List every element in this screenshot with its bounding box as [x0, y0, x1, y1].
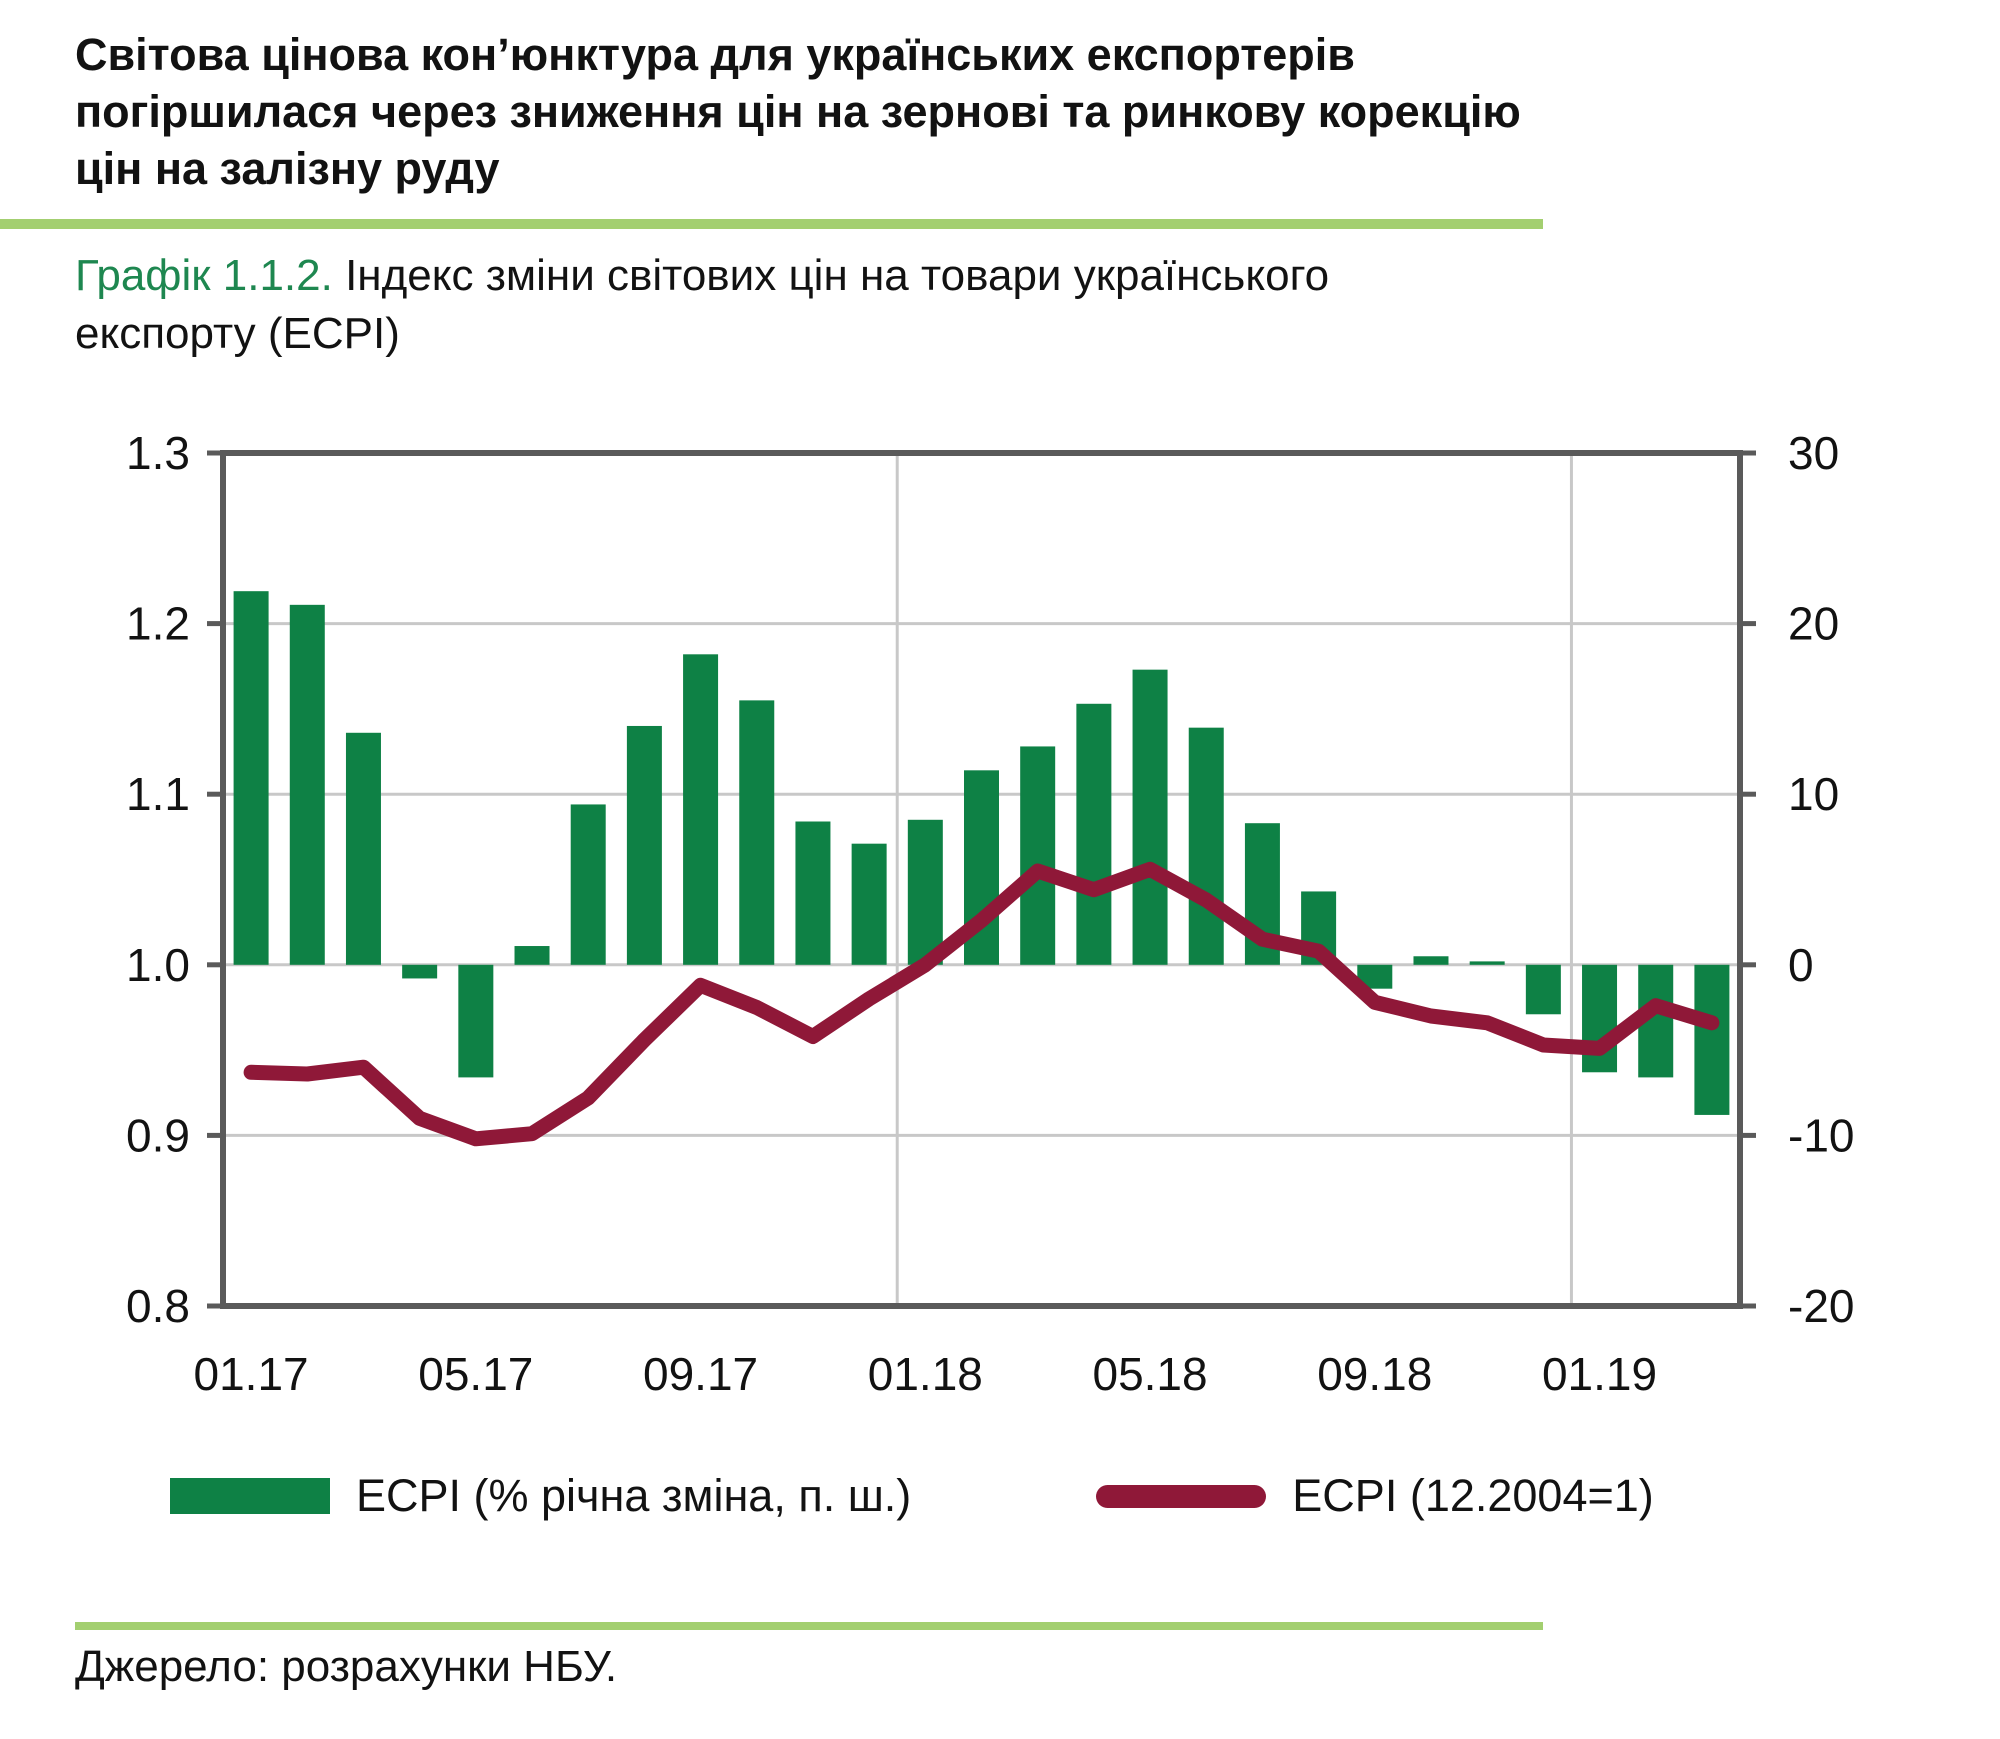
x-label-05.17: 05.17 — [418, 1348, 533, 1400]
legend-label-bars: ECPI (% річна зміна, п. ш.) — [356, 1470, 912, 1521]
plot-border — [220, 450, 1743, 1309]
bar-01.18 — [907, 819, 943, 965]
bar-04.17 — [402, 964, 438, 979]
top-rule — [0, 219, 1543, 229]
bar-03.18 — [1020, 746, 1056, 965]
bar-01.17 — [233, 591, 269, 965]
bar-04.18 — [1076, 703, 1112, 965]
x-label-05.18: 05.18 — [1092, 1348, 1207, 1400]
y-right-label--20: -20 — [1788, 1280, 1854, 1332]
bar-06.18 — [1188, 727, 1224, 965]
bar-08.17 — [626, 725, 662, 965]
headline: Світова цінова кон’юнктура для українськ… — [75, 26, 1575, 197]
bar-06.17 — [514, 946, 550, 965]
legend-label-line: ECPI (12.2004=1) — [1292, 1470, 1654, 1521]
chart-title: Графік 1.1.2. Індекс зміни світових цін … — [75, 247, 1475, 363]
bottom-rule — [75, 1622, 1543, 1630]
y-left-label-0.8: 0.8 — [126, 1280, 190, 1332]
chart-title-prefix: Графік 1.1.2. — [75, 251, 333, 300]
bar-11.18 — [1469, 961, 1505, 965]
legend-item-line: ECPI (12.2004=1) — [1096, 1470, 1654, 1522]
y-left-label-0.9: 0.9 — [126, 1109, 190, 1161]
bar-09.17 — [683, 654, 719, 965]
line-series-swatch — [1096, 1484, 1267, 1508]
x-label-01.18: 01.18 — [868, 1348, 983, 1400]
ecpi-chart: 1.3 1.2 1.1 1.0 0.9 0.8 30 20 10 0 -10 -20 01.17 05.1… — [126, 427, 1854, 1400]
chart-title-rest: Індекс зміни світових цін на товари укра… — [75, 251, 1330, 358]
bar-07.17 — [570, 804, 606, 965]
legend-item-bars: ECPI (% річна зміна, п. ш.) — [170, 1470, 911, 1522]
bar-11.17 — [795, 821, 831, 965]
x-label-01.17: 01.17 — [194, 1348, 309, 1400]
bar-05.18 — [1132, 669, 1168, 965]
bar-series-swatch — [170, 1478, 330, 1514]
bar-03.17 — [345, 732, 381, 965]
y-left-label-1.1: 1.1 — [126, 768, 190, 820]
ecpi-line — [243, 861, 1720, 1147]
y-left-label-1.3: 1.3 — [126, 427, 190, 479]
page-root: { "page": { "headline_lines": [ "Світова… — [0, 26, 2000, 1739]
bar-01.19 — [1582, 964, 1618, 1073]
y-left-label-1.0: 1.0 — [126, 939, 190, 991]
x-label-01.19: 01.19 — [1542, 1348, 1657, 1400]
y-left-label-1.2: 1.2 — [126, 598, 190, 650]
x-label-09.17: 09.17 — [643, 1348, 758, 1400]
bar-10.17 — [739, 700, 775, 965]
y-right-label-20: 20 — [1788, 598, 1839, 650]
y-right-label-0: 0 — [1788, 939, 1814, 991]
x-label-09.18: 09.18 — [1317, 1348, 1432, 1400]
legend: ECPI (% річна зміна, п. ш.) ECPI (12.200… — [170, 1470, 2000, 1522]
y-right-label-10: 10 — [1788, 768, 1839, 820]
headline-line-3: цін на залізну руду — [75, 143, 500, 194]
bar-02.17 — [289, 604, 325, 965]
y-right-label--10: -10 — [1788, 1109, 1854, 1161]
bar-05.17 — [458, 964, 494, 1078]
bar-10.18 — [1413, 956, 1449, 965]
source-note: Джерело: розрахунки НБУ. — [75, 1642, 618, 1691]
bar-12.17 — [851, 843, 887, 965]
bar-03.19 — [1694, 964, 1730, 1115]
headline-line-2: погіршилася через зниження цін на зернов… — [75, 86, 1521, 137]
bar-09.18 — [1357, 964, 1393, 989]
bar-12.18 — [1525, 964, 1561, 1015]
y-right-label-30: 30 — [1788, 427, 1839, 479]
headline-line-1: Світова цінова кон’юнктура для українськ… — [75, 29, 1355, 80]
